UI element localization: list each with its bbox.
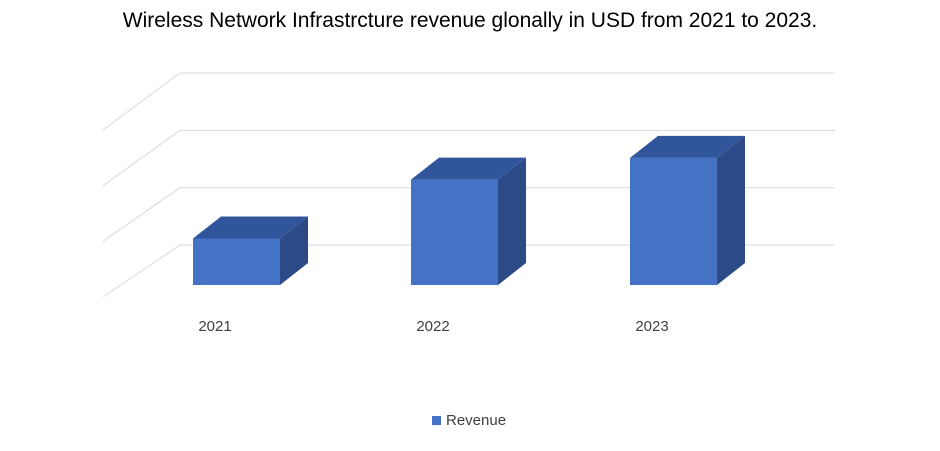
bar-side [280, 216, 308, 285]
bar [193, 238, 280, 285]
bar-top [411, 157, 526, 180]
bar-side [717, 135, 745, 285]
x-tick-label: 2022 [416, 318, 449, 335]
grid-line [102, 244, 835, 298]
legend-swatch [432, 416, 441, 425]
bar-top [630, 135, 745, 158]
grid-line [102, 72, 835, 131]
legend-label: Revenue [446, 412, 506, 429]
chart-title: Wireless Network Infrastrcture revenue g… [122, 9, 818, 32]
bar [411, 179, 498, 285]
x-tick-label: 2021 [198, 318, 231, 335]
bar-top [193, 216, 308, 239]
bar [630, 157, 717, 285]
grid-line [102, 187, 835, 242]
grid-line [102, 129, 835, 187]
bar-side [498, 157, 526, 285]
x-tick-label: 2023 [635, 318, 668, 335]
